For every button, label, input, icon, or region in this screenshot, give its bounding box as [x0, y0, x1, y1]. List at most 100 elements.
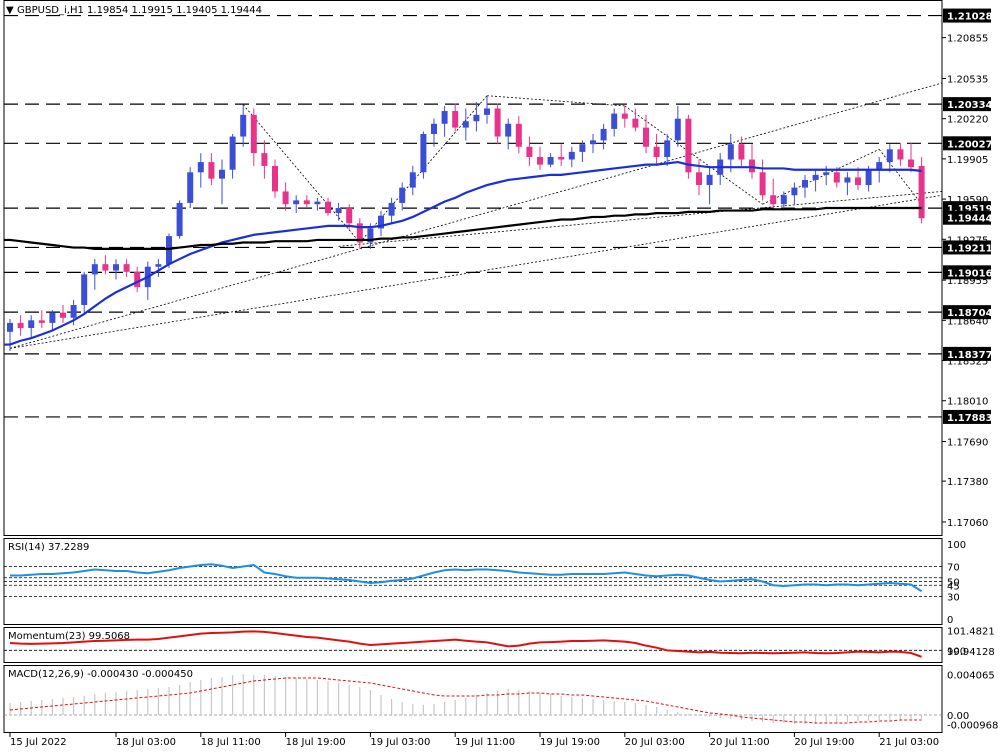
candle-body: [643, 127, 649, 147]
candle-body: [81, 274, 88, 306]
candle-body: [696, 172, 702, 186]
trend-line: [338, 191, 943, 247]
candle-body: [378, 215, 384, 229]
candle-body: [28, 320, 35, 328]
x-tick-label: 15 Jul 2022: [10, 737, 67, 748]
rsi-tick-label: 0: [947, 615, 953, 626]
candle-body: [547, 156, 554, 165]
trend-line: [624, 105, 763, 205]
candle-body: [388, 202, 395, 216]
candle-body: [420, 134, 427, 173]
price-level-label: 1.19519: [947, 204, 993, 215]
rsi-tick-label: 100: [947, 540, 966, 551]
candle-body: [208, 162, 215, 179]
trend-line: [9, 82, 943, 349]
y-tick-label: 1.19905: [947, 155, 988, 166]
y-tick-label: 1.20535: [947, 74, 988, 85]
candle-body: [123, 264, 130, 272]
x-tick-label: 18 Jul 03:00: [116, 737, 176, 748]
candle-body: [17, 322, 24, 328]
candle-body: [367, 228, 374, 243]
price-level-tag: [943, 8, 991, 23]
trend-line: [762, 148, 880, 205]
candle-body: [526, 146, 533, 157]
candle-body: [176, 202, 183, 237]
candle-body: [632, 118, 639, 128]
candle-body: [166, 236, 172, 265]
candle-body: [600, 128, 607, 141]
x-tick-label: 20 Jul 03:00: [625, 737, 685, 748]
candle-body: [197, 162, 204, 173]
candle-body: [568, 151, 575, 160]
candle-body: [706, 174, 713, 186]
x-tick-label: 18 Jul 19:00: [286, 737, 346, 748]
candle-body: [621, 113, 628, 119]
y-tick-label: 1.17060: [947, 518, 988, 529]
candle-body: [325, 201, 331, 214]
candle-body: [335, 208, 342, 214]
candle-body: [7, 322, 13, 332]
candle-body: [844, 177, 851, 183]
candle-body: [558, 156, 565, 160]
y-tick-label: 1.18325: [947, 357, 988, 368]
candle-body: [791, 187, 798, 196]
price-level-label: 1.19444: [947, 214, 993, 225]
price-level-label: 1.20027: [947, 139, 993, 150]
x-tick-label: 19 Jul 11:00: [455, 737, 515, 748]
rsi-title: RSI(14) 37.2289: [8, 542, 89, 553]
y-tick-label: 1.20855: [947, 34, 988, 45]
candle-body: [229, 136, 236, 170]
price-level-label: 1.21028: [947, 12, 993, 23]
candle-body: [60, 312, 66, 318]
y-tick-label: 1.18640: [947, 316, 988, 327]
candle-body: [38, 320, 45, 323]
price-level-tag: [943, 136, 991, 151]
candle-body: [314, 201, 321, 205]
collapse-arrow-icon[interactable]: ▼: [6, 5, 14, 16]
candle-body: [431, 123, 437, 134]
y-tick-label: 1.20220: [947, 115, 988, 126]
candle-body: [876, 162, 883, 170]
candle-body: [293, 200, 300, 205]
candle-body: [918, 165, 925, 219]
price-level-label: 1.20334: [947, 100, 993, 111]
momentum-tick-label: 99.94128: [947, 647, 995, 658]
price-level-label: 1.17883: [947, 413, 993, 424]
candle-body: [102, 264, 109, 271]
macd-tick-label: -0.000968: [947, 721, 998, 732]
candle-body: [780, 195, 787, 205]
candle-body: [653, 146, 660, 157]
candle-body: [727, 144, 734, 160]
momentum-panel[interactable]: [3, 627, 943, 663]
macd-tick-label: 0.004065: [947, 670, 995, 681]
rsi-tick-label: 45: [947, 581, 960, 592]
candle-body: [473, 114, 480, 122]
candle-body: [823, 172, 830, 175]
candle-body: [462, 121, 469, 128]
candle-body: [494, 108, 501, 137]
x-tick-label: 20 Jul 19:00: [794, 737, 854, 748]
price-level-label: 1.18704: [947, 308, 993, 319]
candle-body: [240, 114, 247, 137]
candle-body: [833, 172, 840, 183]
x-tick-label: 18 Jul 11:00: [201, 737, 261, 748]
candle-body: [155, 264, 162, 267]
x-tick-label: 19 Jul 03:00: [370, 737, 430, 748]
candle-body: [537, 156, 543, 165]
candle-body: [611, 113, 618, 129]
x-tick-label: 21 Jul 03:00: [879, 737, 939, 748]
candle-body: [49, 312, 56, 323]
candle-body: [356, 223, 363, 243]
candle-body: [515, 123, 522, 147]
momentum-tick-label: 101.4821: [947, 627, 995, 638]
candle-body: [749, 159, 755, 173]
main-chart-panel[interactable]: [3, 0, 943, 536]
candle-body: [505, 123, 512, 137]
price-level-tag: [943, 409, 991, 424]
trend-line: [486, 95, 625, 107]
price-level-tag: [943, 240, 991, 255]
candle-body: [759, 172, 766, 196]
candle-body: [113, 264, 119, 271]
